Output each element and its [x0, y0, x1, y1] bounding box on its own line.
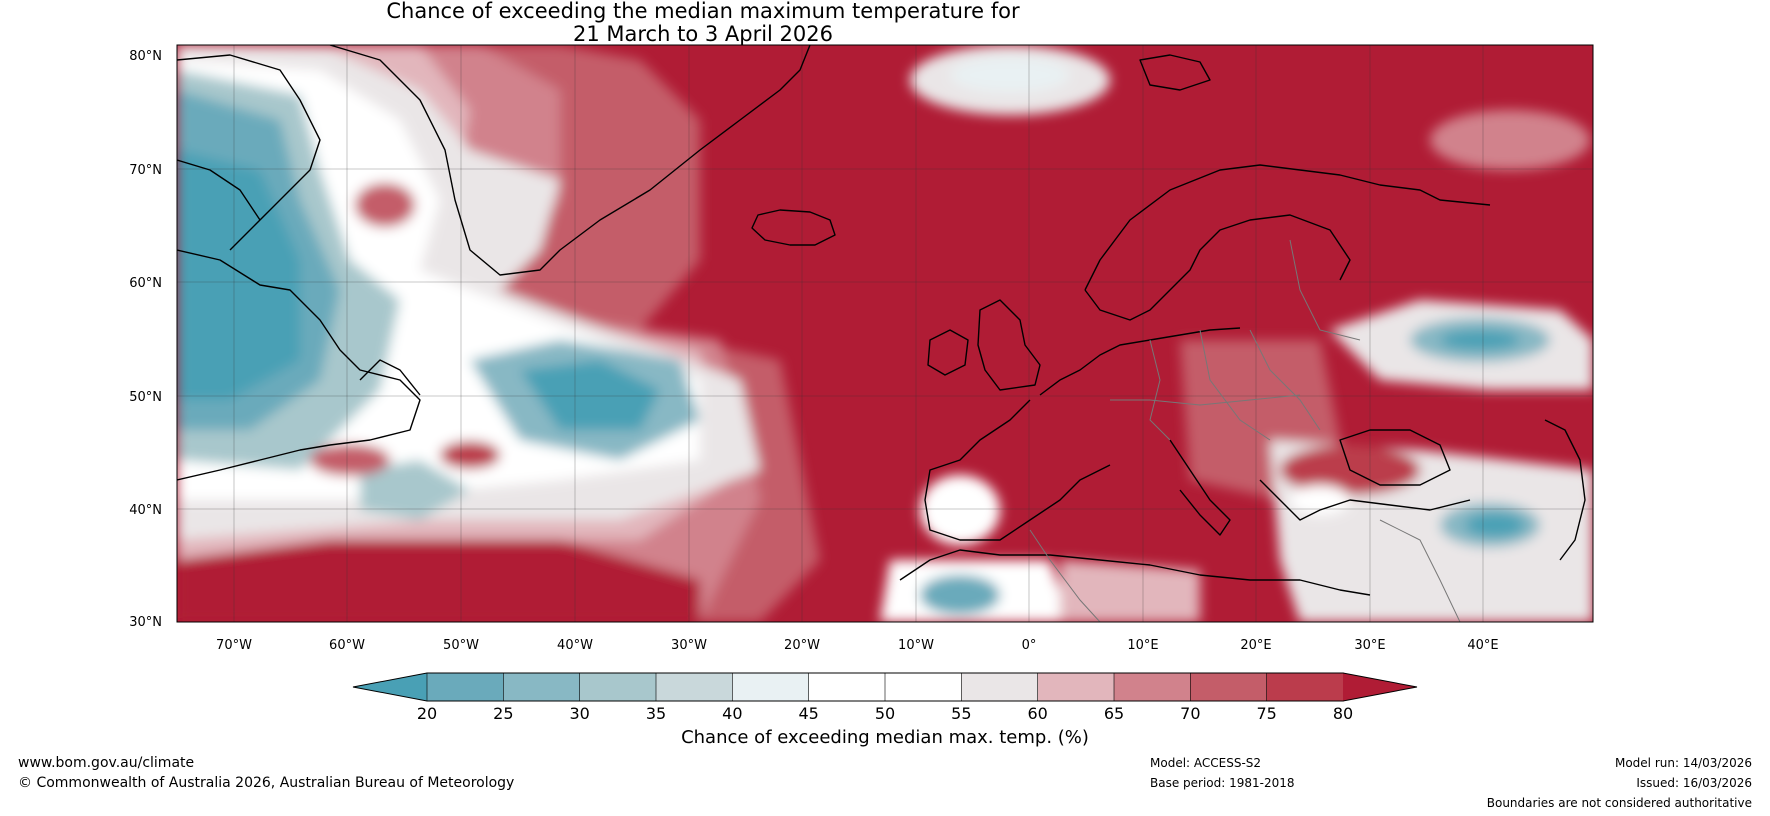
colorbar-segment	[1037, 672, 1115, 702]
title-line-1: Chance of exceeding the median maximum t…	[386, 0, 1020, 23]
lat-label-70n: 70°N	[129, 163, 162, 178]
lon-label-10w: 10°W	[898, 638, 934, 653]
colorbar-segment	[1190, 672, 1268, 702]
lat-label-50n: 50°N	[129, 390, 162, 405]
colorbar-tick-label: 55	[951, 704, 971, 723]
colorbar-outline	[352, 672, 1418, 702]
colorbar-tick-labels: 20 25 30 35 40 45 50 55 60 65 70 75 80	[417, 704, 1353, 723]
map-panel	[177, 45, 1593, 622]
colorbar-segment	[732, 672, 810, 702]
colorbar-segment	[503, 672, 581, 702]
colorbar-segment	[961, 672, 1039, 702]
lon-label-60w: 60°W	[329, 638, 365, 653]
colorbar-segment	[884, 672, 963, 702]
lon-label-50w: 50°W	[443, 638, 479, 653]
colorbar-tick-label: 75	[1256, 704, 1276, 723]
footer-issued: Issued: 16/03/2026	[1636, 776, 1752, 790]
colorbar-segment	[1266, 672, 1344, 702]
latitude-labels: 80°N 70°N 60°N 50°N 40°N 30°N	[129, 49, 162, 630]
footer-model-run: Model run: 14/03/2026	[1614, 756, 1752, 770]
map-title: Chance of exceeding the median maximum t…	[0, 0, 1406, 46]
lon-label-40w: 40°W	[557, 638, 593, 653]
footer-base-period: Base period: 1981-2018	[1150, 776, 1295, 790]
colorbar: 20 25 30 35 40 45 50 55 60 65 70 75 80	[352, 672, 1418, 723]
coastlines	[177, 45, 1586, 596]
graticule	[177, 45, 1593, 622]
country-borders	[1029, 239, 1461, 622]
colorbar-tick-label: 45	[798, 704, 818, 723]
lat-label-60n: 60°N	[129, 276, 162, 291]
colorbar-tick-label: 25	[493, 704, 513, 723]
title-line-2: 21 March to 3 April 2026	[573, 22, 833, 46]
colorbar-tick-label: 80	[1333, 704, 1353, 723]
lon-label-20e: 20°E	[1240, 638, 1271, 653]
probability-shading	[177, 45, 1593, 622]
footer-copyright: © Commonwealth of Australia 2026, Austra…	[18, 775, 515, 791]
lon-label-10e: 10°E	[1127, 638, 1158, 653]
colorbar-tick-label: 30	[569, 704, 589, 723]
colorbar-tick-label: 65	[1104, 704, 1124, 723]
lon-label-30e: 30°E	[1354, 638, 1385, 653]
lon-label-40e: 40°E	[1467, 638, 1498, 653]
lon-label-0: 0°	[1022, 638, 1037, 653]
colorbar-tick-label: 70	[1180, 704, 1200, 723]
footer-model: Model: ACCESS-S2	[1150, 756, 1262, 770]
colorbar-segment	[579, 672, 657, 702]
colorbar-low-extension	[353, 673, 427, 701]
colorbar-segments	[426, 672, 1344, 702]
lat-label-80n: 80°N	[129, 49, 162, 64]
footer-boundaries: Boundaries are not considered authoritat…	[1486, 796, 1752, 810]
footer-website[interactable]: www.bom.gov.au/climate	[18, 755, 195, 771]
colorbar-title: Chance of exceeding median max. temp. (%…	[681, 727, 1089, 748]
lon-label-70w: 70°W	[216, 638, 252, 653]
lat-label-30n: 30°N	[129, 615, 162, 630]
colorbar-tick-label: 40	[722, 704, 742, 723]
colorbar-segment	[1113, 672, 1192, 702]
colorbar-segment	[426, 672, 505, 702]
lon-label-30w: 30°W	[671, 638, 707, 653]
colorbar-tick-label: 50	[875, 704, 895, 723]
longitude-labels: 70°W 60°W 50°W 40°W 30°W 20°W 10°W 0° 10…	[216, 638, 1499, 653]
colorbar-tick-label: 20	[417, 704, 437, 723]
lon-label-20w: 20°W	[784, 638, 820, 653]
colorbar-segment	[808, 672, 886, 702]
colorbar-tick-label: 35	[646, 704, 666, 723]
colorbar-high-extension	[1343, 673, 1417, 701]
lat-label-40n: 40°N	[129, 503, 162, 518]
colorbar-tick-label: 60	[1027, 704, 1047, 723]
map-frame	[176, 44, 1594, 623]
colorbar-segment	[655, 672, 734, 702]
